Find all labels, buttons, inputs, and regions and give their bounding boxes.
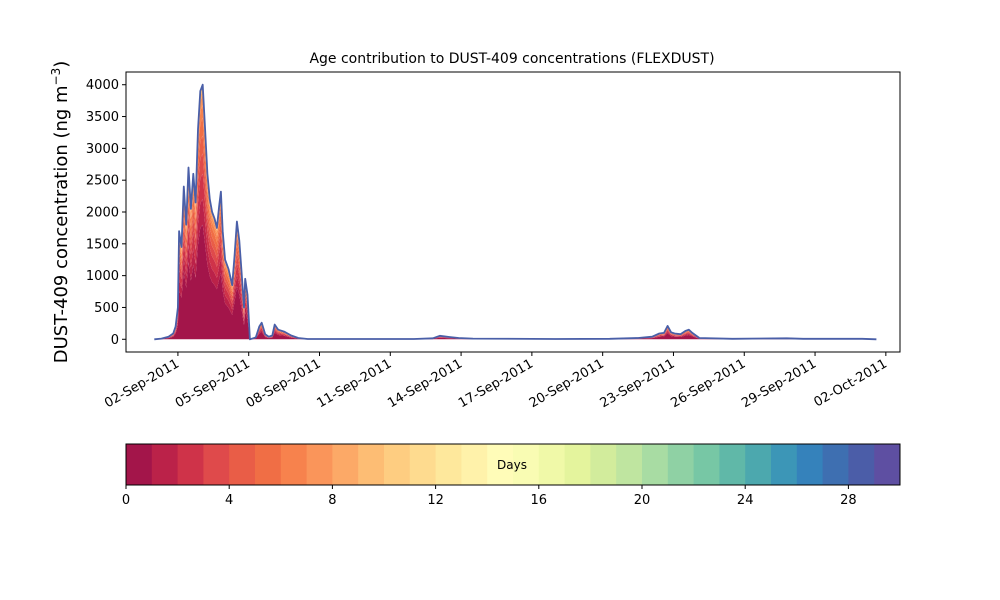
colorbar-segment	[435, 444, 462, 485]
y-tick-label: 4000	[86, 78, 119, 93]
y-tick-label: 0	[111, 333, 119, 348]
colorbar-segment	[513, 444, 540, 485]
x-tick-label: 08-Sep-2011	[244, 356, 324, 411]
y-tick-label: 2500	[86, 174, 119, 189]
age-band-2	[154, 173, 877, 340]
colorbar-segment	[487, 444, 514, 485]
x-tick-label: 23-Sep-2011	[598, 356, 678, 411]
x-tick-label: 29-Sep-2011	[739, 356, 819, 411]
x-tick-label: 14-Sep-2011	[385, 356, 465, 411]
colorbar-segment	[306, 444, 333, 485]
colorbar-tick-label: 4	[225, 493, 233, 508]
age-bands	[154, 84, 877, 340]
colorbar-tick-label: 16	[531, 493, 548, 508]
colorbar-frame	[125, 443, 901, 486]
colorbar-segment	[693, 444, 720, 485]
colorbar-tick-label: 12	[427, 493, 444, 508]
y-axis-label-main: DUST-409 concentration (ng m	[51, 85, 72, 363]
colorbar-segment	[332, 444, 359, 485]
y-tick-label: 3000	[86, 142, 119, 157]
colorbar-segment	[667, 444, 694, 485]
age-band-9	[154, 84, 877, 340]
age-band-5	[154, 117, 877, 340]
y-tick-label: 2000	[86, 206, 119, 221]
colorbar-segment	[796, 444, 823, 485]
colorbar-segment	[564, 444, 591, 485]
y-axis-label: DUST-409 concentration (ng m−3)	[49, 61, 72, 364]
colorbar	[125, 443, 901, 486]
chart-title: Age contribution to DUST-409 concentrati…	[309, 51, 714, 67]
x-tick-label: 11-Sep-2011	[314, 356, 394, 411]
x-axis: 02-Sep-201105-Sep-201108-Sep-201111-Sep-…	[102, 352, 890, 411]
x-tick-label: 17-Sep-2011	[456, 356, 536, 411]
age-band-3	[154, 153, 877, 340]
colorbar-tick-label: 28	[840, 493, 857, 508]
colorbar-segment	[590, 444, 617, 485]
x-tick-label: 02-Oct-2011	[811, 356, 889, 410]
y-axis-label-close: )	[51, 61, 72, 68]
y-axis-label-superscript: −3	[49, 68, 63, 86]
colorbar-segment	[771, 444, 798, 485]
colorbar-segment	[203, 444, 230, 485]
colorbar-segment	[177, 444, 204, 485]
colorbar-segment	[280, 444, 307, 485]
y-axis: 0 500 1000 1500 2000 2500 3000 3500 4000	[86, 78, 126, 348]
colorbar-segment	[126, 444, 153, 485]
colorbar-tick-label: 0	[122, 493, 130, 508]
x-tick-label: 26-Sep-2011	[668, 356, 748, 411]
age-band-0	[154, 224, 877, 340]
colorbar-segment	[358, 444, 385, 485]
colorbar-segment	[409, 444, 436, 485]
colorbar-segment	[822, 444, 849, 485]
x-tick-label: 05-Sep-2011	[173, 356, 253, 411]
y-tick-label: 1500	[86, 237, 119, 252]
colorbar-segment	[461, 444, 488, 485]
colorbar-segment	[874, 444, 901, 485]
colorbar-segment	[848, 444, 875, 485]
colorbar-label: Days	[497, 458, 527, 472]
y-tick-label: 3500	[86, 110, 119, 125]
age-band-6	[154, 105, 877, 340]
total-outline	[154, 83, 877, 341]
age-band-7	[154, 94, 877, 340]
colorbar-tick-label: 24	[737, 493, 754, 508]
colorbar-segment	[745, 444, 772, 485]
colorbar-segment	[255, 444, 282, 485]
x-tick-label: 20-Sep-2011	[527, 356, 607, 411]
age-band-8	[154, 89, 877, 340]
colorbar-segment	[151, 444, 178, 485]
colorbar-tick-label: 8	[328, 493, 336, 508]
colorbar-segment	[616, 444, 643, 485]
colorbar-segment	[719, 444, 746, 485]
y-tick-label: 500	[94, 301, 119, 316]
x-tick-label: 02-Sep-2011	[102, 356, 182, 411]
total-concentration-line	[154, 83, 877, 341]
y-tick-label: 1000	[86, 269, 119, 284]
age-band-4	[154, 135, 877, 340]
age-band-1	[154, 199, 877, 340]
colorbar-segment	[642, 444, 669, 485]
colorbar-segment	[384, 444, 411, 485]
colorbar-ticks: 0 4 8 12 16 20 24 28	[122, 485, 857, 508]
colorbar-segment	[229, 444, 256, 485]
colorbar-tick-label: 20	[634, 493, 651, 508]
colorbar-segment	[538, 444, 565, 485]
